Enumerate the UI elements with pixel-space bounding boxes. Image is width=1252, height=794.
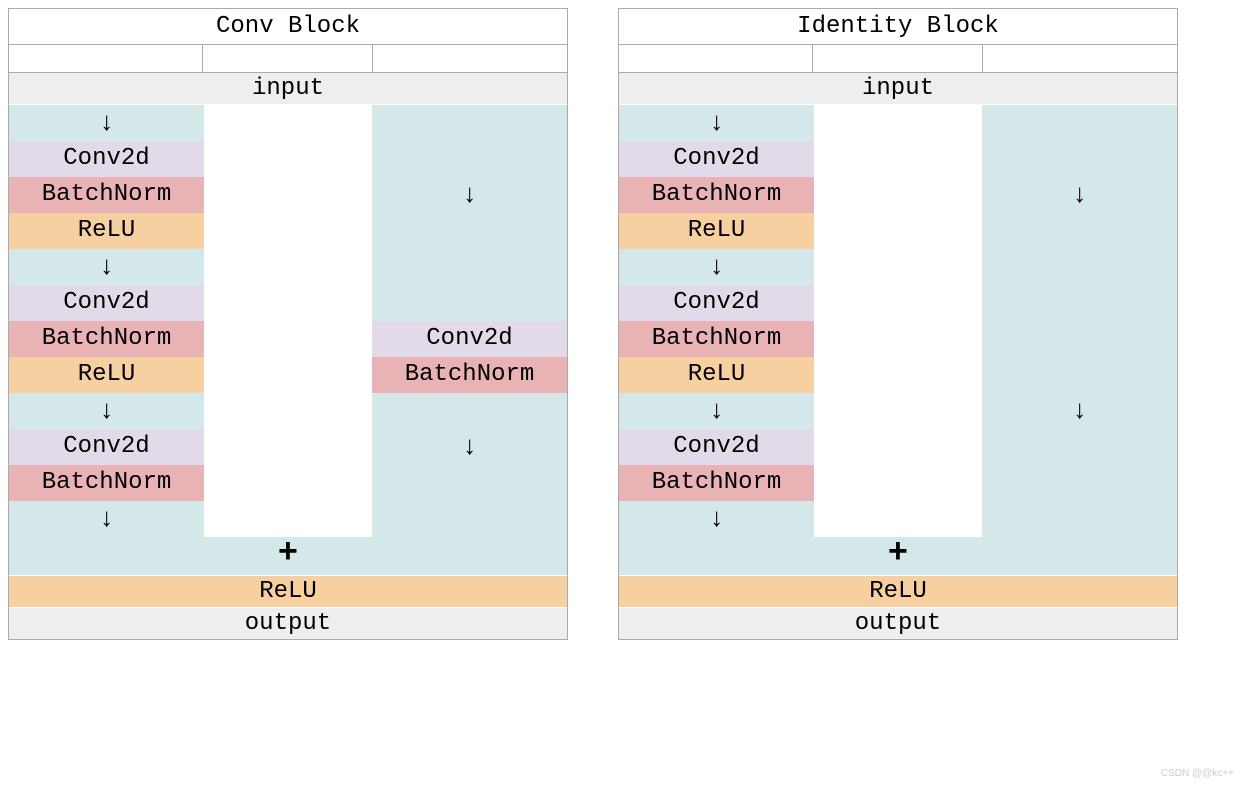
arrow-down-icon: ↓	[982, 393, 1177, 429]
middle-gap	[814, 105, 982, 537]
conv-block: Conv Blockinput↓Conv2dBatchNormReLU↓Conv…	[8, 8, 568, 640]
relu-layer: ReLU	[619, 575, 1177, 607]
arrow-down-icon: ↓	[9, 249, 204, 285]
subtitle-row	[9, 45, 567, 73]
arrow-down-icon: ↓	[9, 105, 204, 141]
diagram-container: Conv Blockinput↓Conv2dBatchNormReLU↓Conv…	[8, 8, 1244, 640]
spacer	[982, 429, 1177, 537]
spacer	[372, 105, 567, 177]
block-title: Conv Block	[9, 9, 567, 44]
arrow-down-icon: ↓	[9, 393, 204, 429]
watermark: CSDN @@kc++	[1161, 768, 1234, 779]
conv2d-layer: Conv2d	[9, 141, 204, 177]
block-body: ↓Conv2dBatchNormReLU↓Conv2dBatchNormReLU…	[619, 105, 1177, 537]
conv2d-layer: Conv2d	[372, 321, 567, 357]
arrow-down-icon: ↓	[619, 393, 814, 429]
conv2d-layer: Conv2d	[619, 429, 814, 465]
block-title: Identity Block	[619, 9, 1177, 44]
input-label: input	[619, 73, 1177, 105]
relu-layer: ReLU	[619, 357, 814, 393]
identity-block: Identity Blockinput↓Conv2dBatchNormReLU↓…	[618, 8, 1178, 640]
add-operation: +	[619, 537, 1177, 575]
spacer	[372, 393, 567, 429]
output-label: output	[619, 607, 1177, 639]
arrow-down-icon: ↓	[619, 105, 814, 141]
spacer	[372, 213, 567, 321]
conv2d-layer: Conv2d	[9, 285, 204, 321]
subtitle-row	[619, 45, 1177, 73]
spacer	[982, 213, 1177, 393]
main-path: ↓Conv2dBatchNormReLU↓Conv2dBatchNormReLU…	[619, 105, 814, 537]
conv2d-layer: Conv2d	[619, 285, 814, 321]
batchnorm-layer: BatchNorm	[9, 177, 204, 213]
main-path: ↓Conv2dBatchNormReLU↓Conv2dBatchNormReLU…	[9, 105, 204, 537]
arrow-down-icon: ↓	[619, 501, 814, 537]
output-label: output	[9, 607, 567, 639]
spacer	[372, 465, 567, 537]
batchnorm-layer: BatchNorm	[372, 357, 567, 393]
shortcut-path: ↓ Conv2dBatchNorm ↓	[372, 105, 567, 537]
spacer	[982, 105, 1177, 177]
add-operation: +	[9, 537, 567, 575]
conv2d-layer: Conv2d	[9, 429, 204, 465]
relu-layer: ReLU	[9, 575, 567, 607]
middle-gap	[204, 105, 372, 537]
shortcut-path: ↓↓	[982, 105, 1177, 537]
batchnorm-layer: BatchNorm	[619, 465, 814, 501]
relu-layer: ReLU	[9, 213, 204, 249]
input-label: input	[9, 73, 567, 105]
block-body: ↓Conv2dBatchNormReLU↓Conv2dBatchNormReLU…	[9, 105, 567, 537]
arrow-down-icon: ↓	[372, 177, 567, 213]
batchnorm-layer: BatchNorm	[619, 177, 814, 213]
arrow-down-icon: ↓	[372, 429, 567, 465]
relu-layer: ReLU	[9, 357, 204, 393]
batchnorm-layer: BatchNorm	[9, 321, 204, 357]
conv2d-layer: Conv2d	[619, 141, 814, 177]
arrow-down-icon: ↓	[619, 249, 814, 285]
relu-layer: ReLU	[619, 213, 814, 249]
batchnorm-layer: BatchNorm	[619, 321, 814, 357]
arrow-down-icon: ↓	[9, 501, 204, 537]
arrow-down-icon: ↓	[982, 177, 1177, 213]
batchnorm-layer: BatchNorm	[9, 465, 204, 501]
